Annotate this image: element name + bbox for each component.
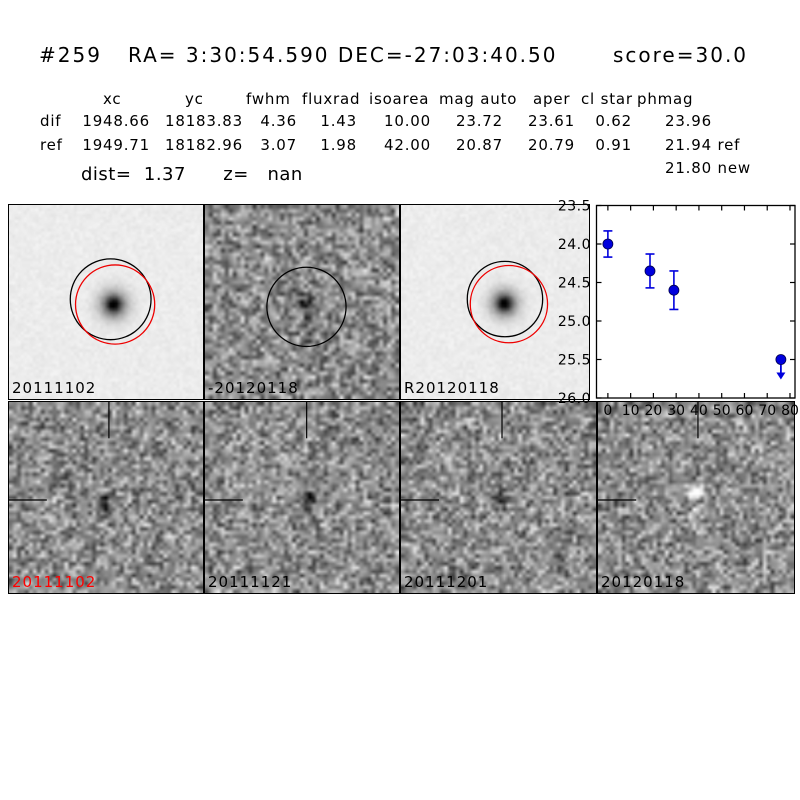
cell-dif-xc: 1948.66 — [82, 112, 150, 130]
col-header-fwhm: fwhm — [246, 90, 291, 108]
cell-dif-magauto: 23.72 — [456, 112, 503, 130]
stamp-panel-new: 20111102 — [8, 204, 204, 400]
cell-ref-xc: 1949.71 — [82, 136, 150, 154]
dist-z-line: dist= 1.37 z= nan — [81, 164, 303, 185]
data-point — [668, 284, 680, 296]
cell-dif-clstar: 0.62 — [595, 112, 632, 130]
stamp-label: 20111121 — [208, 573, 293, 591]
col-header-xc: xc — [103, 90, 122, 108]
stamp-panel-epoch-3: 20111201 — [400, 401, 597, 594]
stamp-image-epoch-4 — [598, 402, 794, 593]
col-header-isoarea: isoarea — [369, 90, 430, 108]
cell-ref-magauto: 20.87 — [456, 136, 503, 154]
col-header-clstar: cl star — [581, 90, 633, 108]
cell-ref-yc: 18182.96 — [165, 136, 243, 154]
page-title-id: #259 — [39, 43, 102, 67]
data-point — [775, 354, 787, 365]
plot-background — [596, 205, 795, 398]
stamp-panel-reference: R20120118 — [400, 204, 590, 400]
cell-dif-phmag: 23.96 — [665, 112, 712, 130]
col-header-yc: yc — [185, 90, 204, 108]
stamp-label: 20111102 — [12, 379, 97, 397]
stamp-image-new — [9, 205, 203, 399]
cell-ref-aper: 20.79 — [528, 136, 575, 154]
stamp-label: 20120118 — [601, 573, 686, 591]
page-title-coords: RA= 3:30:54.590 DEC=-27:03:40.50 — [128, 43, 558, 67]
row-label-dif: dif — [40, 112, 62, 130]
stamp-label: -20120118 — [208, 379, 299, 397]
cell-phmag-new: 21.80 new — [665, 159, 751, 177]
data-point — [644, 265, 656, 277]
cell-ref-clstar: 0.91 — [595, 136, 632, 154]
stamp-image-epoch-2 — [205, 402, 399, 593]
stamp-image-difference — [205, 205, 399, 399]
data-point — [602, 238, 614, 250]
cell-dif-yc: 18183.83 — [165, 112, 243, 130]
stamp-label: R20120118 — [404, 379, 500, 397]
plot-frame — [595, 204, 796, 399]
cell-ref-fwhm: 3.07 — [260, 136, 297, 154]
stamp-image-epoch-1 — [9, 402, 203, 593]
stamp-label-selected-epoch: 20111102 — [12, 573, 97, 591]
cell-dif-fwhm: 4.36 — [260, 112, 297, 130]
cell-dif-aper: 23.61 — [528, 112, 575, 130]
stamp-image-epoch-3 — [401, 402, 596, 593]
cell-dif-isoarea: 10.00 — [384, 112, 431, 130]
stamp-panel-epoch-4: 20120118 — [597, 401, 795, 594]
col-header-aper: aper — [533, 90, 571, 108]
stamp-panel-epoch-1: 20111102 — [8, 401, 204, 594]
cell-ref-phmag: 21.94 ref — [665, 136, 741, 154]
cell-dif-fluxrad: 1.43 — [320, 112, 357, 130]
col-header-fluxrad: fluxrad — [302, 90, 361, 108]
cell-ref-isoarea: 42.00 — [384, 136, 431, 154]
row-label-ref: ref — [40, 136, 63, 154]
stamp-panel-epoch-2: 20111121 — [204, 401, 400, 594]
page-title-score: score=30.0 — [613, 43, 749, 67]
stamp-label: 20111201 — [404, 573, 489, 591]
col-header-phmag: phmag — [637, 90, 694, 108]
cell-ref-fluxrad: 1.98 — [320, 136, 357, 154]
stamp-image-reference — [401, 205, 589, 399]
col-header-magauto: mag auto — [439, 90, 518, 108]
stamp-panel-difference: -20120118 — [204, 204, 400, 400]
upper-limit-arrowhead — [776, 372, 786, 380]
